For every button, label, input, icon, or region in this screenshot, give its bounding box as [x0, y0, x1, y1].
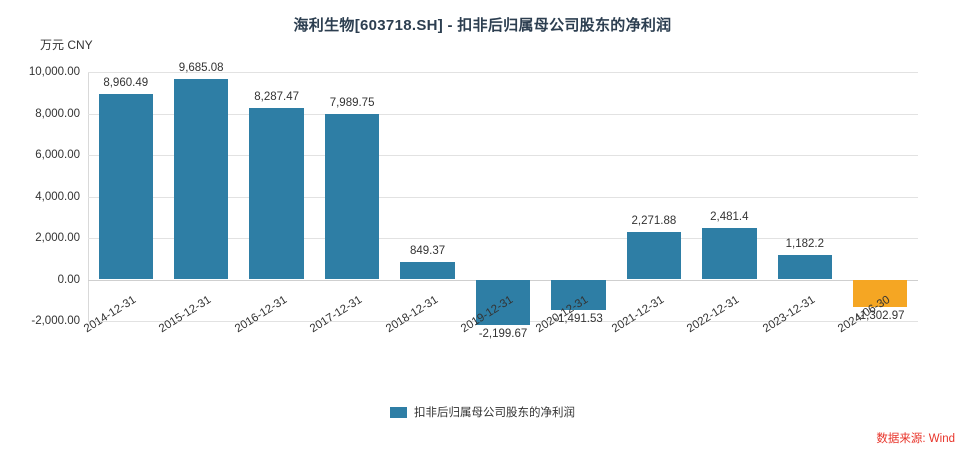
- bar-value-label: 849.37: [409, 244, 446, 257]
- bar[interactable]: [400, 261, 455, 280]
- bar-slot: -1,302.97: [843, 72, 918, 322]
- legend-label: 扣非后归属母公司股东的净利润: [414, 407, 575, 419]
- bar-value-label: -1,302.97: [855, 309, 905, 322]
- bar-slot: 8,287.47: [239, 72, 314, 321]
- bar[interactable]: [551, 279, 606, 311]
- bar-slot: 2,481.4: [692, 72, 767, 321]
- y-axis-tick-label: 10,000.00: [28, 66, 80, 78]
- bar-value-label: 7,989.75: [329, 96, 375, 109]
- bar-value-label: -1,491.53: [554, 313, 603, 326]
- bar[interactable]: [777, 254, 832, 280]
- gridline: [88, 238, 918, 239]
- gridline: [88, 196, 918, 198]
- gridline: [88, 155, 918, 156]
- bar-series: 8,960.49 9,685.08 8,287.47 7,989.75 849.37 -2…: [88, 62, 918, 340]
- bar-value-label: 1,182.2: [785, 237, 824, 250]
- bar[interactable]: [174, 78, 229, 280]
- bar-slot: 2,271.88: [616, 72, 691, 321]
- bar-slot: -2,199.67: [465, 72, 540, 340]
- bar-value-label: -2,199.67: [478, 328, 528, 341]
- y-axis-tick-label: -2,000.00: [31, 315, 80, 327]
- bar[interactable]: [324, 113, 380, 280]
- bar-value-label: 2,481.4: [710, 211, 749, 223]
- bar-value-label: 8,287.47: [254, 90, 300, 103]
- y-axis-tick-label: 2,000.00: [35, 232, 80, 244]
- bar[interactable]: [98, 93, 153, 280]
- bar-value-label: 2,271.88: [631, 215, 677, 228]
- y-axis-unit-label: 万元 CNY: [40, 38, 93, 52]
- bar[interactable]: [626, 232, 682, 280]
- bar-slot: 7,989.75: [314, 72, 389, 321]
- bar[interactable]: [475, 279, 531, 326]
- bar-slot: 1,182.2: [767, 72, 842, 321]
- y-axis-tick-label: 8,000.00: [35, 107, 80, 120]
- gridline: [88, 72, 918, 73]
- y-axis-tick-label: 4,000.00: [35, 190, 80, 203]
- bar[interactable]: [249, 107, 304, 280]
- legend: 扣非后归属母公司股东的净利润: [0, 404, 965, 420]
- y-axis-tick-label: 6,000.00: [35, 149, 80, 161]
- bar-slot: 9,685.08: [163, 62, 238, 321]
- bar[interactable]: [853, 279, 908, 307]
- bar-value-label: 8,960.49: [103, 76, 149, 89]
- bar-slot: 849.37: [390, 72, 465, 321]
- page-title: 海利生物[603718.SH] - 扣非后归属母公司股东的净利润: [293, 17, 672, 34]
- bar-slot: -1,491.53: [541, 72, 616, 325]
- plot-area: -2,000.00 0.00 2,000.00 4,000.00 6,000.00 8,0…: [29, 62, 918, 340]
- source-annotation: 数据来源: Wind: [876, 433, 955, 445]
- x-axis-labels: 2014-12-31 2015-12-31 2016-12-31 2017-12-31…: [82, 294, 918, 395]
- gridline: [88, 113, 918, 115]
- bar-slot: 8,960.49: [88, 72, 163, 321]
- y-axis-tick-label: 0.00: [57, 273, 80, 286]
- bar[interactable]: [702, 228, 757, 280]
- bar-value-label: 9,685.08: [178, 61, 224, 74]
- legend-swatch-icon: [390, 406, 407, 418]
